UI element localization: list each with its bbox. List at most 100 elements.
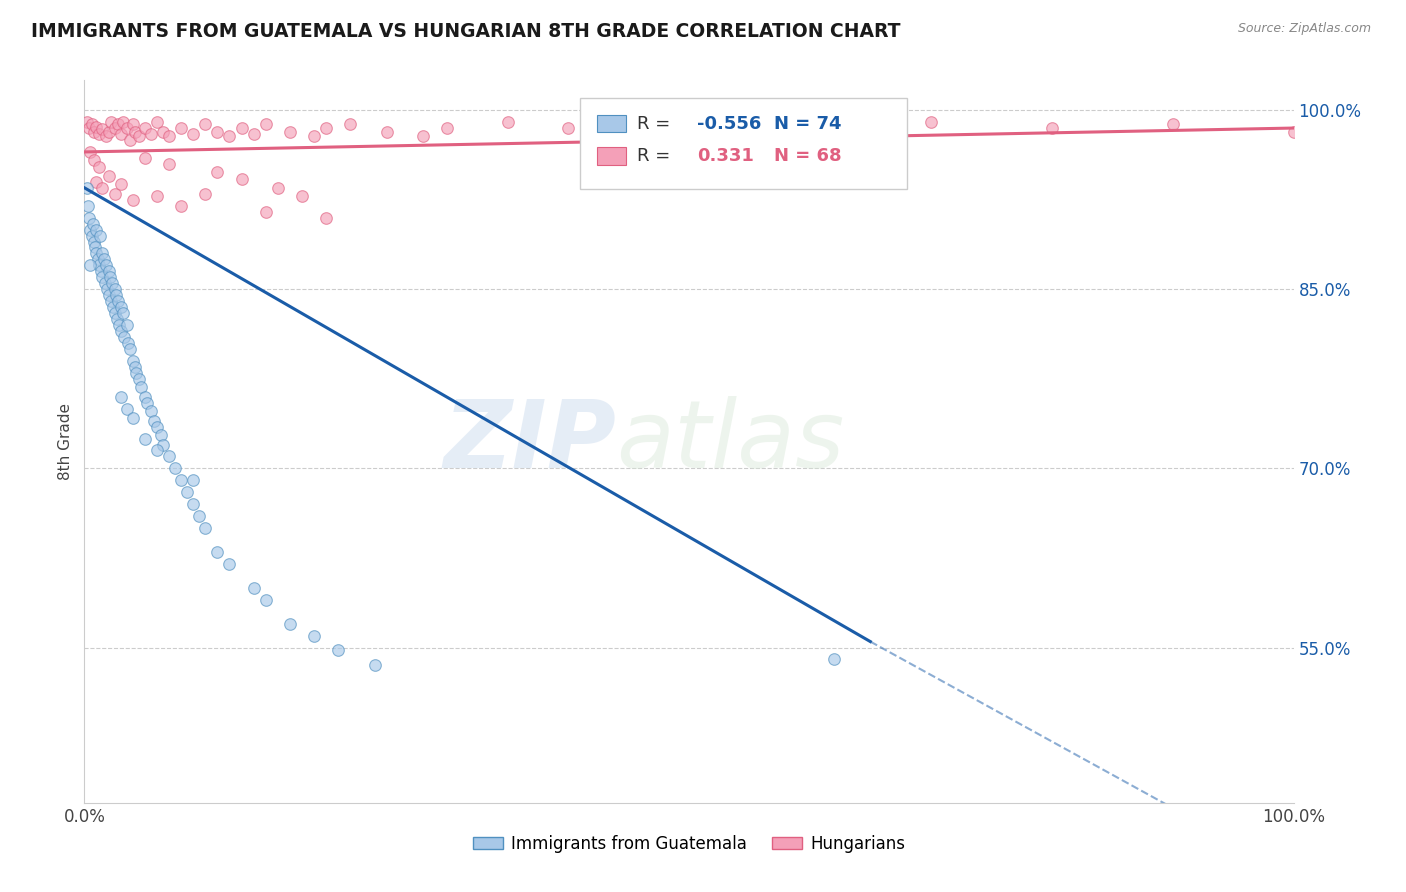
Point <box>134 151 156 165</box>
Point <box>134 121 156 136</box>
Point <box>436 121 458 136</box>
Point <box>104 121 127 136</box>
Point <box>83 125 105 139</box>
Point <box>302 129 325 144</box>
Point <box>557 121 579 136</box>
Point <box>82 217 104 231</box>
Point <box>87 127 110 141</box>
Point <box>94 277 117 291</box>
Point <box>97 169 120 183</box>
Point <box>79 145 101 159</box>
Point <box>152 437 174 451</box>
Point <box>86 246 108 260</box>
Point <box>84 240 107 254</box>
Point <box>97 264 120 278</box>
Point <box>218 129 240 144</box>
Text: R =: R = <box>637 147 676 165</box>
Text: N = 74: N = 74 <box>773 115 841 133</box>
Point <box>79 259 101 273</box>
Point <box>76 115 98 129</box>
Point <box>799 125 821 139</box>
Point <box>110 300 132 314</box>
Point <box>86 252 108 267</box>
Point <box>98 270 121 285</box>
Point <box>146 189 169 203</box>
Point <box>87 259 110 273</box>
Text: -0.556: -0.556 <box>697 115 762 133</box>
Point <box>121 354 143 368</box>
Point <box>94 129 117 144</box>
Text: 0.331: 0.331 <box>697 147 754 165</box>
Point <box>134 390 156 404</box>
Point <box>83 235 105 249</box>
Point <box>97 288 120 302</box>
Point <box>170 121 193 136</box>
Point <box>112 115 135 129</box>
Point <box>90 264 112 278</box>
Point <box>242 127 264 141</box>
Text: R =: R = <box>637 115 676 133</box>
Point <box>124 125 146 139</box>
Point <box>110 324 132 338</box>
Point <box>76 180 98 194</box>
Text: N = 68: N = 68 <box>773 147 841 165</box>
Point <box>143 414 166 428</box>
Point <box>104 288 127 302</box>
Point <box>157 157 180 171</box>
Point <box>375 125 398 139</box>
Point <box>110 127 132 141</box>
Point <box>328 643 350 657</box>
Point <box>146 115 169 129</box>
Point <box>823 652 845 666</box>
Point <box>231 172 253 186</box>
Point <box>134 432 156 446</box>
Point <box>107 294 129 309</box>
Point <box>77 211 100 225</box>
Text: atlas: atlas <box>616 396 845 487</box>
Point <box>86 222 108 236</box>
Point <box>254 592 277 607</box>
Point <box>89 228 111 243</box>
Point <box>80 118 103 132</box>
Point <box>339 118 361 132</box>
Point <box>302 629 325 643</box>
Point <box>181 497 204 511</box>
Point <box>91 122 114 136</box>
Point <box>93 252 115 267</box>
FancyBboxPatch shape <box>598 115 626 132</box>
Point <box>77 199 100 213</box>
Point <box>146 419 169 434</box>
Point <box>105 312 128 326</box>
Point <box>117 336 139 351</box>
Point <box>315 211 337 225</box>
Point <box>152 125 174 139</box>
Point <box>83 153 105 168</box>
Point <box>678 118 700 132</box>
Point <box>157 129 180 144</box>
Point <box>170 199 193 213</box>
Point <box>165 461 187 475</box>
Point <box>86 175 108 189</box>
Point <box>254 204 277 219</box>
Point <box>125 366 148 380</box>
Point <box>104 306 127 320</box>
Point <box>128 129 150 144</box>
Point <box>176 485 198 500</box>
Point <box>79 222 101 236</box>
Point <box>110 177 132 191</box>
Point <box>96 282 118 296</box>
Point <box>207 125 229 139</box>
Text: IMMIGRANTS FROM GUATEMALA VS HUNGARIAN 8TH GRADE CORRELATION CHART: IMMIGRANTS FROM GUATEMALA VS HUNGARIAN 8… <box>31 22 900 41</box>
Point <box>315 121 337 136</box>
Point <box>104 186 127 201</box>
Point <box>101 277 124 291</box>
Point <box>120 342 142 356</box>
Point <box>170 474 193 488</box>
Point <box>363 658 385 673</box>
Text: Source: ZipAtlas.com: Source: ZipAtlas.com <box>1237 22 1371 36</box>
Point <box>291 189 314 203</box>
FancyBboxPatch shape <box>581 98 907 189</box>
Point <box>1161 118 1184 132</box>
Point <box>121 118 143 132</box>
Text: ZIP: ZIP <box>443 395 616 488</box>
